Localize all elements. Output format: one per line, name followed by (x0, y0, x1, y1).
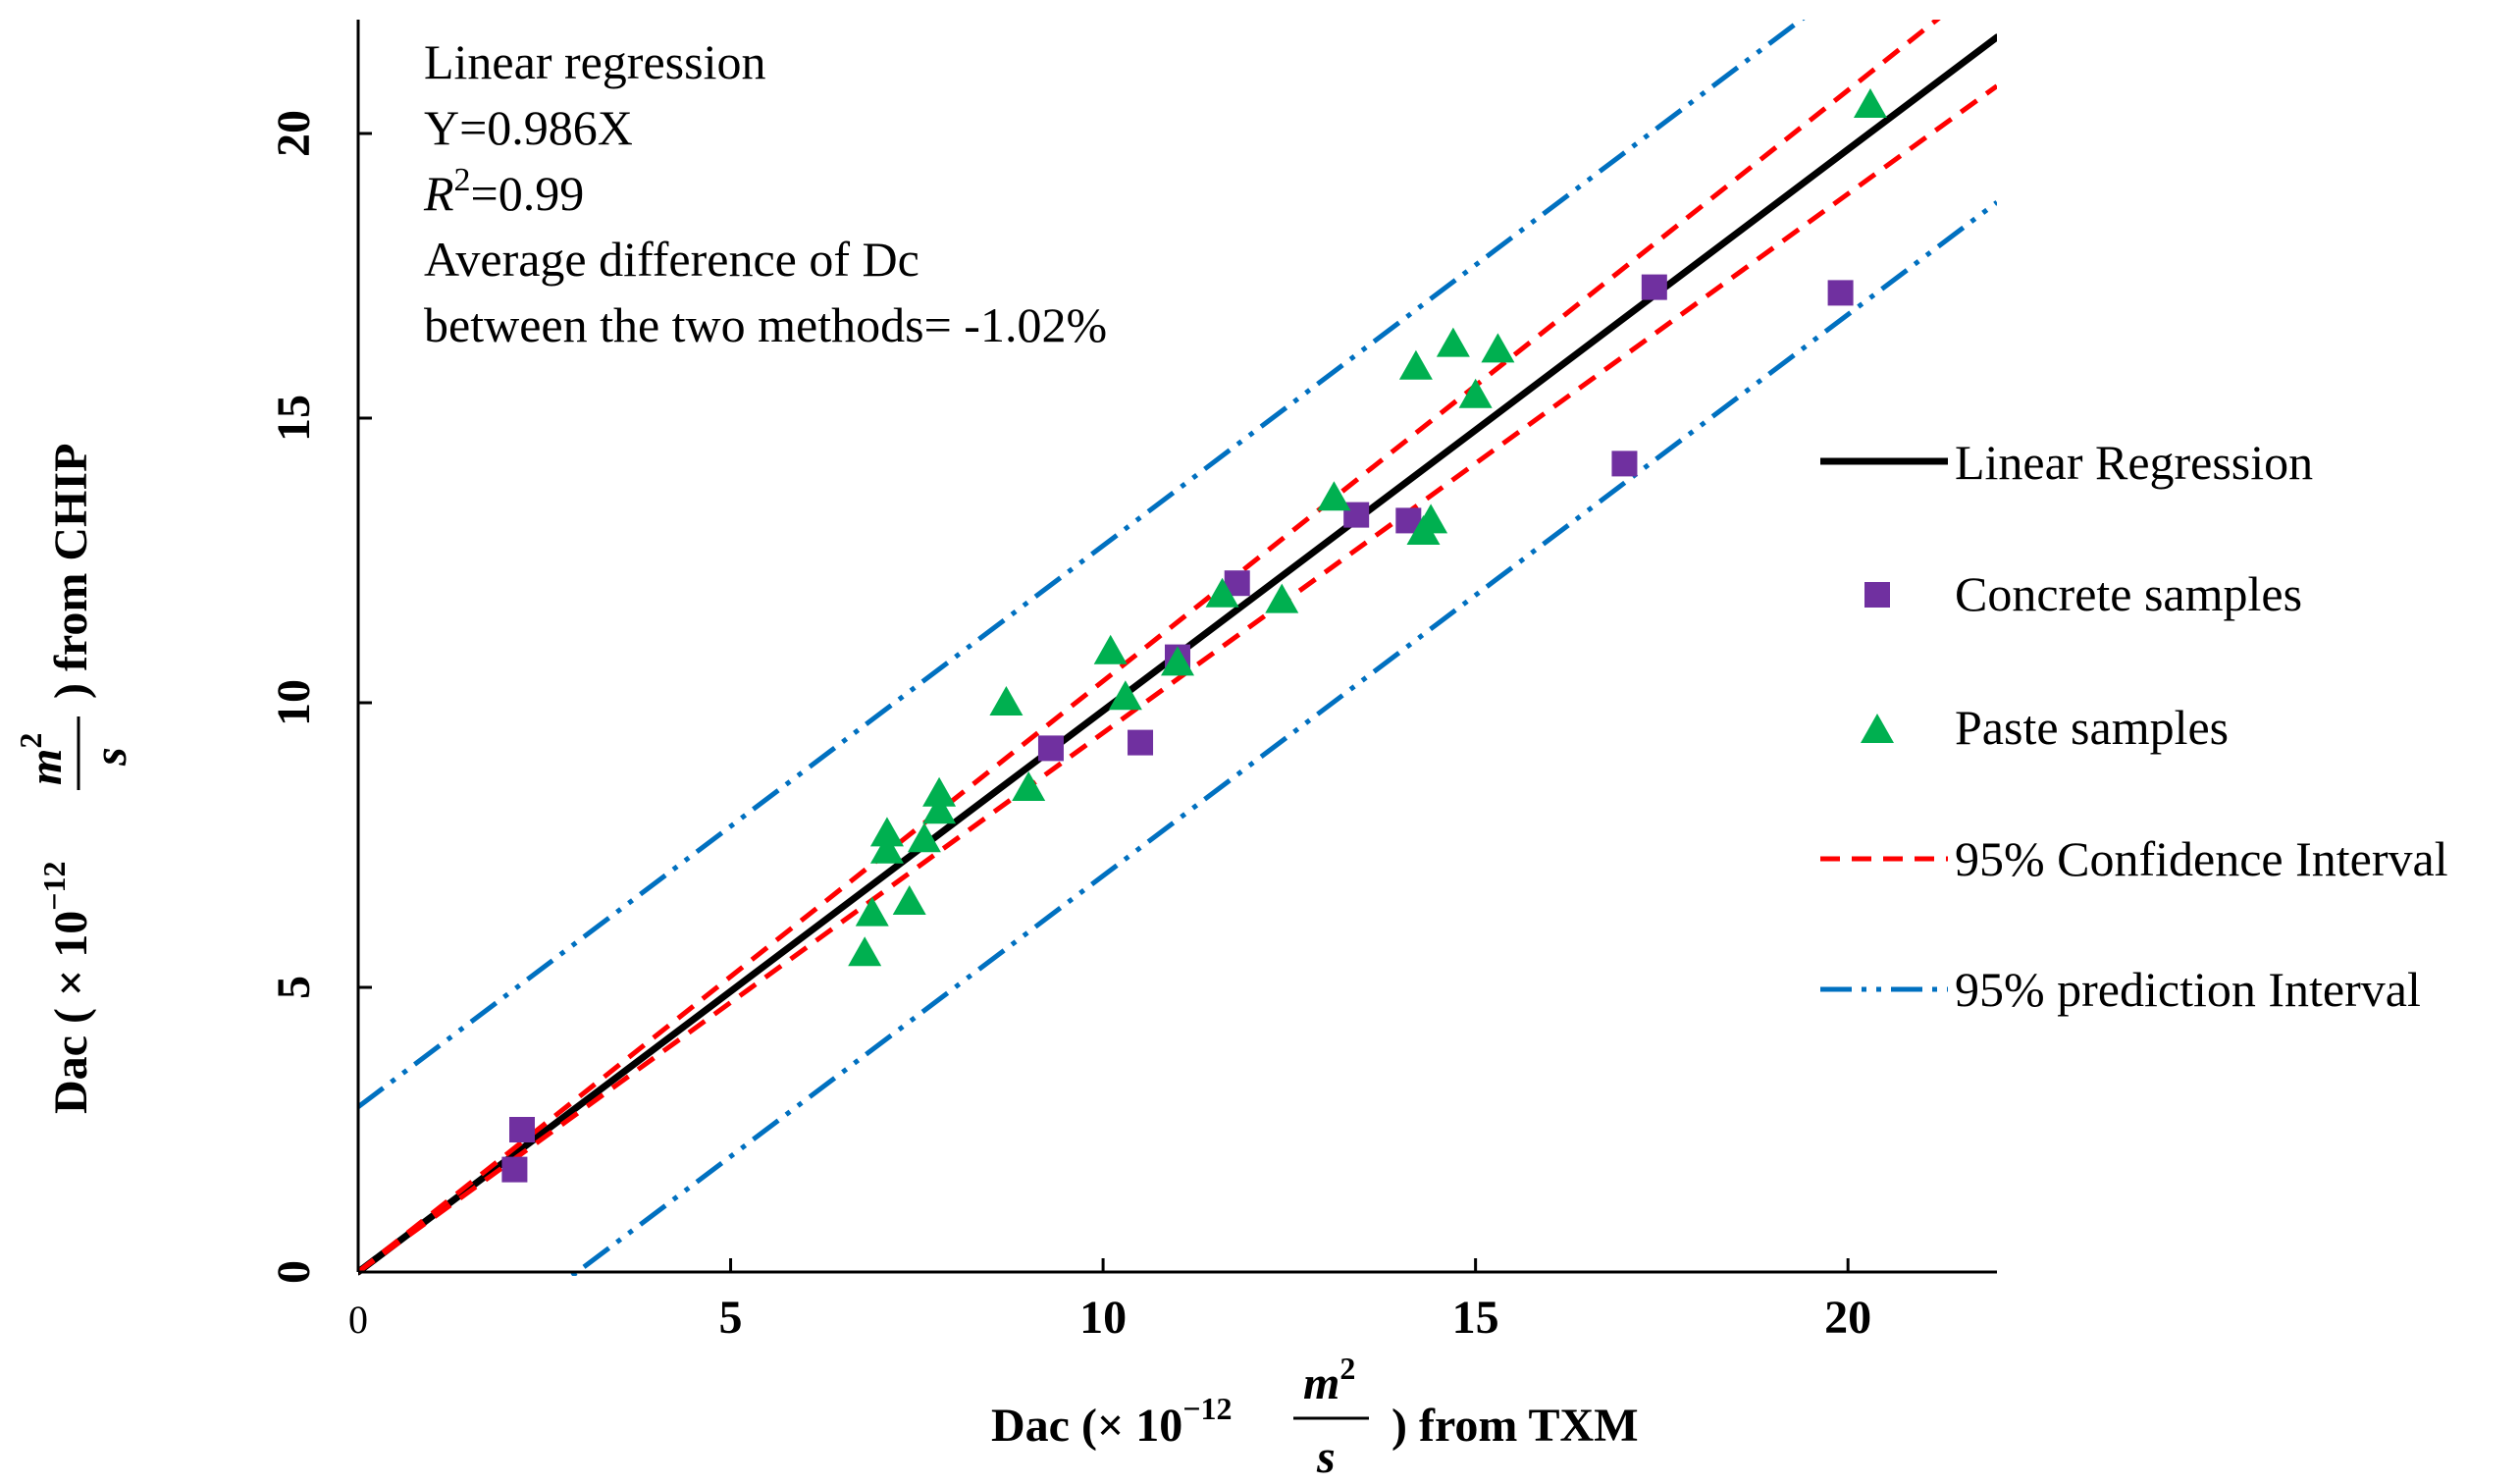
annotation-line-5: between the two methods= -1.02% (424, 297, 1107, 352)
legend-swatch-paste-samples (1861, 714, 1894, 743)
legend-swatch-concrete-samples (1864, 582, 1890, 608)
y-tick-label: 10 (268, 679, 320, 726)
y-tick-label: 5 (268, 976, 320, 999)
paste-sample-point (892, 885, 926, 915)
plot-markers-layer (501, 88, 1887, 1183)
legend-item-prediction-interval: 95% prediction Interval (1820, 962, 2421, 1017)
axis-ticks-layer: 0 5 10 15 20 0 5 10 15 20 (268, 110, 1871, 1344)
concrete-sample-point (501, 1156, 528, 1183)
x-label-prefix: Dac (× 10 (991, 1400, 1182, 1452)
paste-sample-point (1205, 577, 1239, 608)
concrete-sample-point (1641, 274, 1667, 300)
paste-sample-point (907, 822, 941, 853)
x-label-unit-denominator: s (1316, 1431, 1336, 1483)
x-tick-label: 20 (1824, 1292, 1871, 1344)
paste-sample-point (869, 817, 904, 847)
y-axis-label: Dac ( × 10−12 m2 s ) from CHIP (13, 444, 136, 1114)
x-tick-label: 5 (719, 1292, 743, 1344)
x-label-unit-numerator: m2 (1303, 1351, 1355, 1409)
legend-label-linear-regression: Linear Regression (1955, 435, 2313, 490)
paste-sample-point (1481, 333, 1515, 363)
y-tick-label: 20 (268, 110, 320, 157)
x-label-suffix: ) from TXM (1391, 1400, 1639, 1452)
paste-sample-point (922, 776, 957, 807)
y-label-exponent: −12 (36, 861, 72, 910)
paste-sample-point (1108, 680, 1142, 711)
x-tick-label: 15 (1452, 1292, 1499, 1344)
paste-sample-point (848, 936, 882, 967)
concrete-sample-point (1827, 280, 1854, 306)
paste-sample-point (1458, 378, 1493, 408)
legend-item-confidence-interval: 95% Confidence Interval (1820, 831, 2448, 886)
paste-sample-point (989, 686, 1024, 716)
legend-label-concrete-samples: Concrete samples (1955, 566, 2302, 621)
legend-label-confidence-interval: 95% Confidence Interval (1955, 831, 2448, 886)
paste-sample-point (1853, 88, 1887, 118)
95-confidence-interval-upper-line (358, 20, 1941, 1274)
paste-sample-point (855, 896, 889, 927)
legend: Linear Regression Concrete samples Paste… (1820, 435, 2448, 1017)
legend-label-prediction-interval: 95% prediction Interval (1955, 962, 2421, 1017)
paste-sample-point (1398, 349, 1433, 380)
concrete-sample-point (1611, 450, 1638, 477)
y-tick-label: 0 (268, 1260, 320, 1284)
paste-sample-point (922, 794, 957, 824)
y-tick-label: 15 (268, 395, 320, 442)
y-label-unit-numerator: m2 (13, 733, 72, 785)
x-axis-label: Dac (× 10−12 m2 s ) from TXM (991, 1351, 1639, 1483)
concrete-sample-point (509, 1117, 535, 1142)
legend-label-paste-samples: Paste samples (1955, 700, 2229, 755)
svg-text:Dac ( × 10−12: Dac ( × 10−12 (36, 861, 97, 1114)
annotation-r-symbol: R (423, 166, 454, 221)
plot-lines-layer (358, 20, 1997, 1276)
legend-item-concrete-samples: Concrete samples (1864, 566, 2302, 621)
annotation-r-exponent: 2 (454, 162, 471, 198)
paste-sample-point (1265, 583, 1299, 613)
y-label-suffix: ) from CHIP (45, 444, 97, 699)
95-prediction-interval-lower-line (567, 200, 1997, 1276)
paste-sample-point (1093, 634, 1128, 664)
annotation-line-1: Linear regression (424, 34, 765, 89)
legend-item-paste-samples: Paste samples (1861, 700, 2229, 755)
paste-sample-point (1317, 481, 1351, 511)
concrete-sample-point (1128, 729, 1154, 756)
legend-item-linear-regression: Linear Regression (1820, 435, 2313, 490)
95-prediction-interval-upper-line (358, 20, 1806, 1109)
95-confidence-interval-lower-line (358, 83, 1997, 1275)
paste-sample-point (1414, 504, 1448, 534)
x-tick-label: 10 (1079, 1292, 1127, 1344)
annotation-line-3: R2=0.99 (423, 162, 584, 221)
x-label-exponent: −12 (1182, 1391, 1232, 1426)
annotation-line-4: Average difference of Dc (424, 232, 919, 287)
concrete-sample-point (1037, 735, 1064, 762)
paste-sample-point (1161, 646, 1194, 676)
regression-annotation: Linear regression Y=0.986X R2=0.99 Avera… (423, 34, 1107, 352)
y-label-prefix: Dac ( × 10 (45, 911, 97, 1114)
annotation-line-2: Y=0.986X (424, 100, 633, 155)
paste-sample-point (869, 833, 904, 864)
x-tick-label: 0 (348, 1298, 368, 1342)
paste-sample-point (1012, 771, 1046, 801)
svg-text:Dac (× 10−12: Dac (× 10−12 (991, 1391, 1233, 1452)
annotation-r-value: =0.99 (471, 166, 585, 221)
y-label-unit-denominator: s (84, 747, 136, 767)
paste-sample-point (1436, 327, 1470, 357)
